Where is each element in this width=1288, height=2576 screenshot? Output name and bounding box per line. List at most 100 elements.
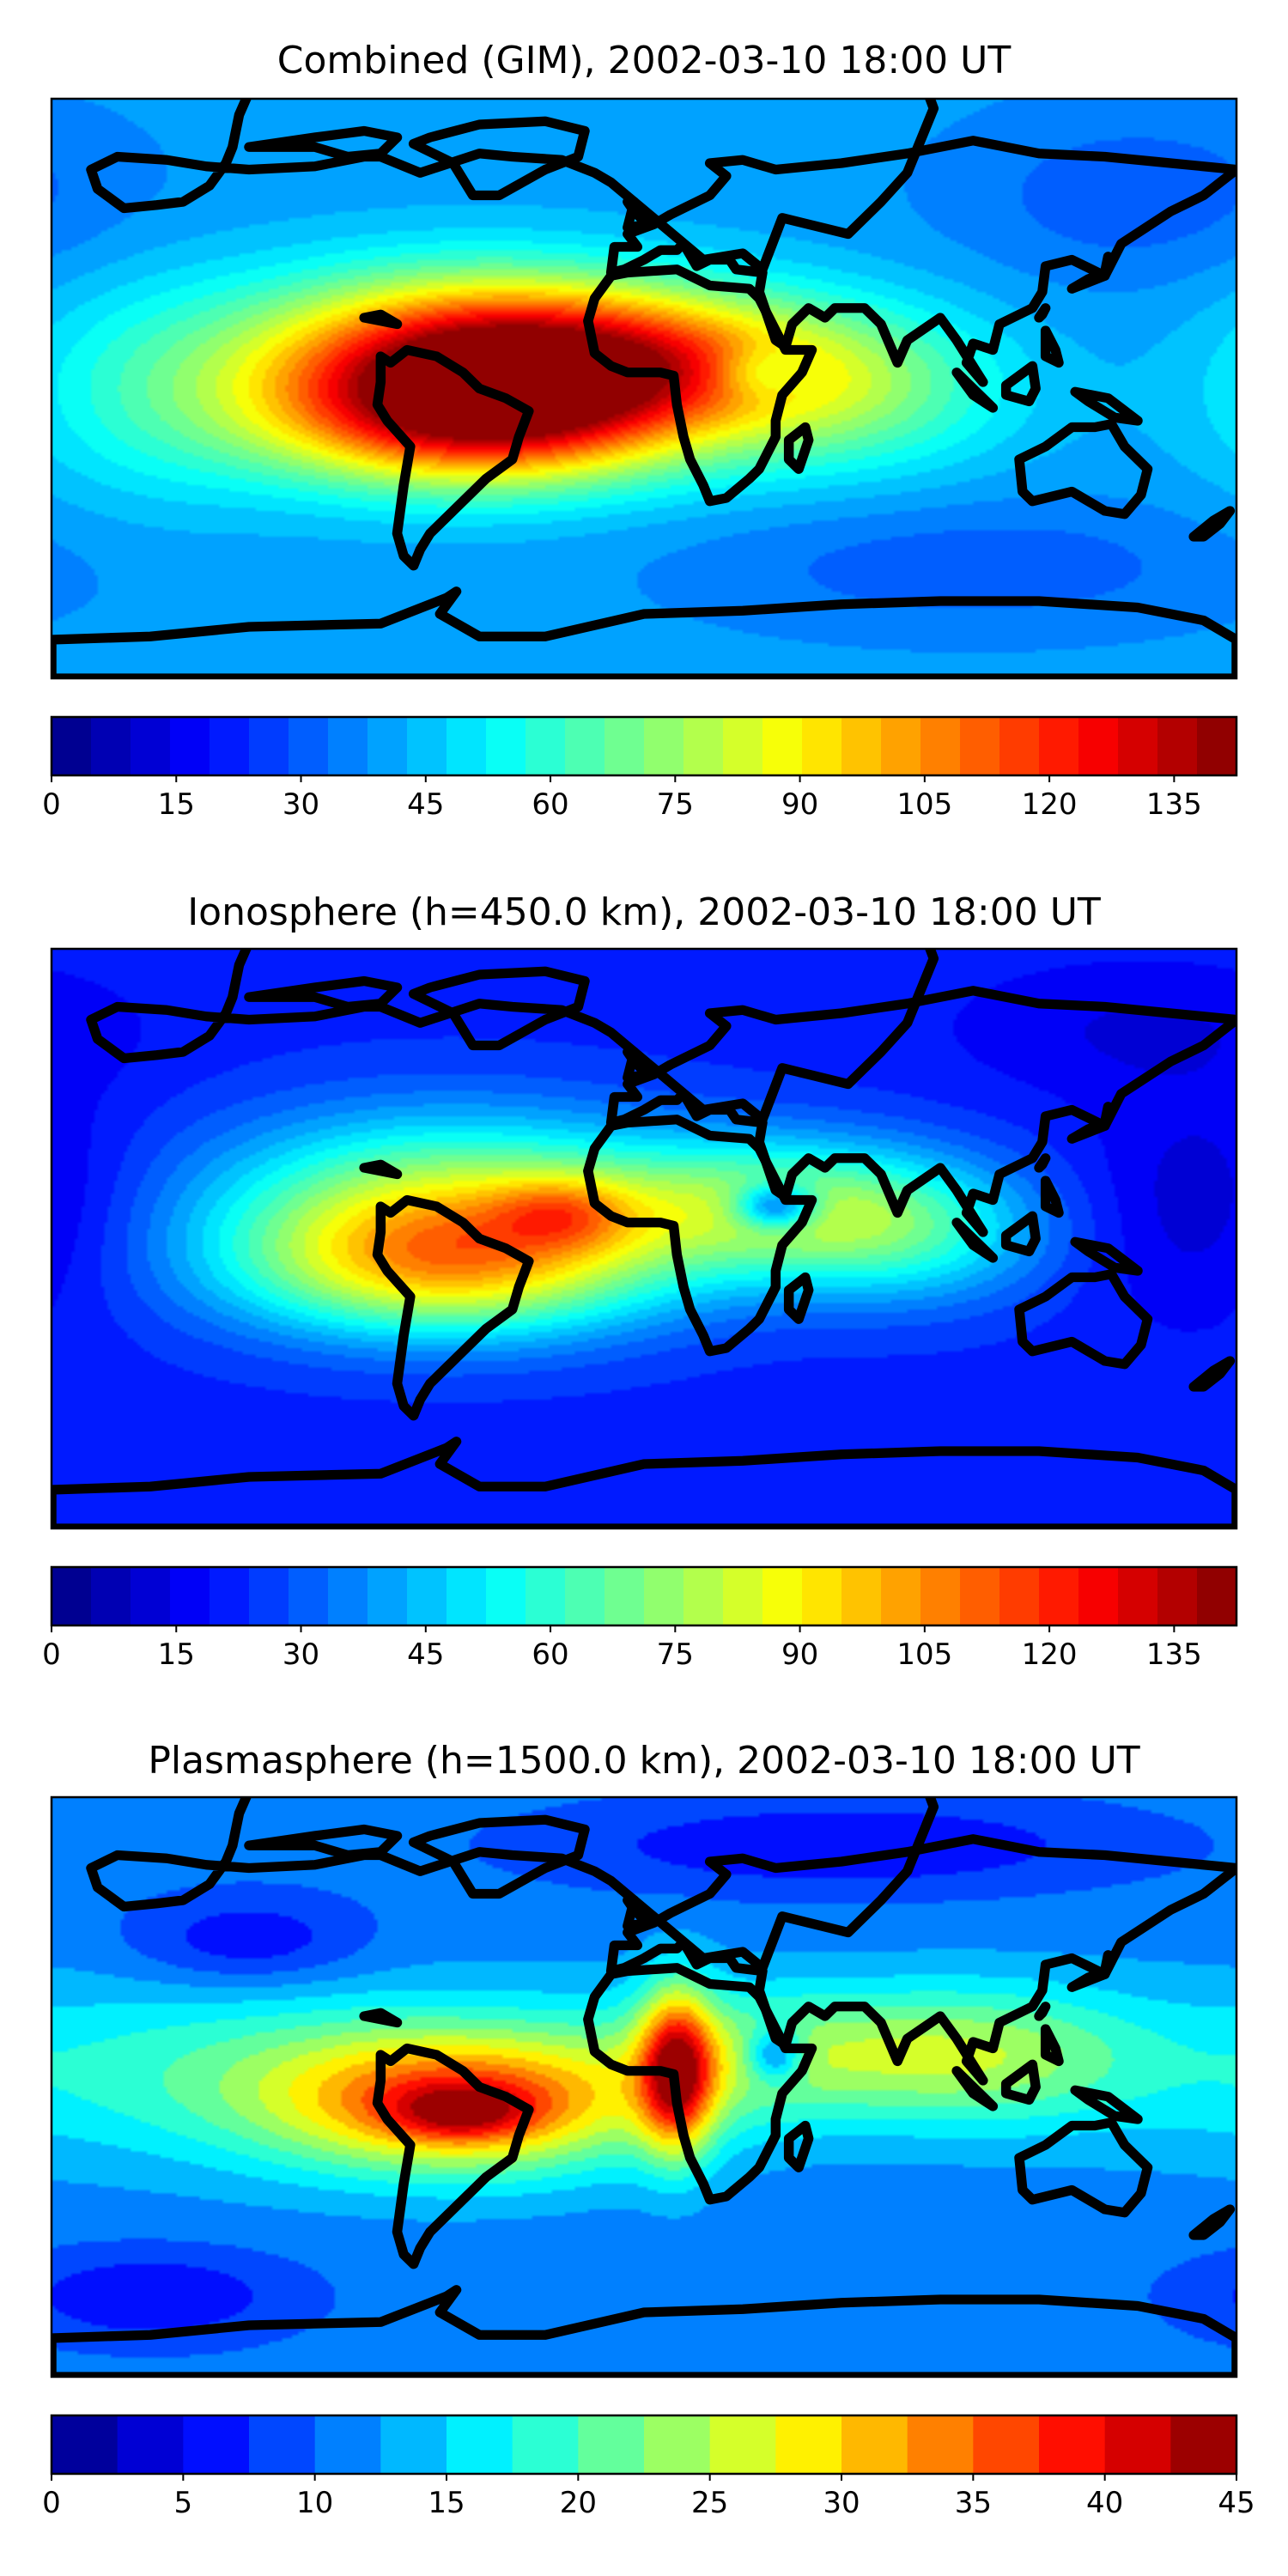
- colorbar-tick-label: 10: [296, 2486, 333, 2520]
- colorbar-cell: [407, 717, 447, 775]
- colorbar-cell: [802, 1567, 842, 1625]
- colorbar-cell: [1104, 2415, 1171, 2474]
- tec-heatmap: [52, 99, 1236, 678]
- colorbar-cell: [314, 2415, 381, 2474]
- colorbar-tick-label: 105: [896, 1637, 952, 1672]
- colorbar-cell: [907, 2415, 974, 2474]
- colorbar-cell: [368, 1567, 408, 1625]
- colorbar-cell: [512, 2415, 579, 2474]
- colorbar-cell: [486, 717, 526, 775]
- panel-combined: Combined (GIM), 2002-03-10 18:00 UT 0 15 3…: [42, 39, 1238, 822]
- colorbar-cell: [249, 2415, 316, 2474]
- colorbar-cell: [91, 1567, 131, 1625]
- colorbar-tick-label: 0: [42, 787, 61, 822]
- colorbar-cell: [1157, 717, 1198, 775]
- colorbar-tick-label: 15: [158, 1637, 195, 1672]
- colorbar-cell: [183, 2415, 250, 2474]
- map-ionosphere: [50, 947, 1238, 1530]
- colorbar-tick-label: 60: [532, 1637, 568, 1672]
- colorbar-cell: [526, 1567, 566, 1625]
- colorbar-tick-label: 60: [532, 787, 568, 822]
- colorbar-cell: [920, 1567, 961, 1625]
- colorbar-plasmasphere: 0 5 10 15 20 25 30 35 40 45: [42, 2414, 1255, 2520]
- panel-ionosphere: Ionosphere (h=450.0 km), 2002-03-10 18:0…: [42, 890, 1238, 1672]
- colorbar-cell: [1039, 717, 1079, 775]
- colorbar-cell: [1197, 717, 1237, 775]
- tec-heatmap: [52, 1797, 1236, 2377]
- colorbar-cell: [1170, 2415, 1237, 2474]
- colorbar-cell: [841, 1567, 882, 1625]
- colorbar-cell: [526, 717, 566, 775]
- colorbar-cell: [1118, 717, 1158, 775]
- colorbar-frame: [50, 1565, 1238, 1627]
- colorbar-cell: [762, 717, 803, 775]
- colorbar-cell: [723, 717, 763, 775]
- colorbar-cell: [683, 717, 724, 775]
- colorbar-cell: [881, 717, 921, 775]
- colorbar-tick-label: 75: [657, 787, 694, 822]
- colorbar-cell: [249, 717, 289, 775]
- tec-heatmap: [52, 949, 1236, 1528]
- colorbar-cell: [1118, 1567, 1158, 1625]
- colorbar-cell: [447, 1567, 487, 1625]
- colorbar-tick-label: 135: [1146, 1637, 1202, 1672]
- panel-title: Ionosphere (h=450.0 km), 2002-03-10 18:0…: [187, 890, 1101, 934]
- colorbar-cell: [1039, 2415, 1106, 2474]
- colorbar-cell: [723, 1567, 763, 1625]
- colorbar-cell: [289, 717, 329, 775]
- colorbar-cell: [960, 1567, 1000, 1625]
- colorbar-tick-label: 30: [823, 2486, 860, 2520]
- colorbar-cell: [775, 2415, 842, 2474]
- colorbar-tick-label: 0: [42, 1637, 61, 1672]
- colorbar-tick-label: 20: [560, 2486, 597, 2520]
- colorbar-cell: [447, 2415, 513, 2474]
- colorbar-tick-label: 30: [283, 787, 319, 822]
- map-combined: [50, 97, 1238, 680]
- colorbar-cell: [709, 2415, 776, 2474]
- colorbar-frame: [50, 715, 1238, 777]
- colorbar-cell: [170, 717, 210, 775]
- colorbar-cell: [999, 1567, 1040, 1625]
- colorbar-tick-label: 45: [407, 1637, 444, 1672]
- colorbar-cell: [131, 717, 171, 775]
- colorbar-cell: [170, 1567, 210, 1625]
- colorbar-cell: [380, 2415, 447, 2474]
- colorbar-tick-label: 45: [1218, 2486, 1255, 2520]
- colorbar-cell: [486, 1567, 526, 1625]
- colorbar-tick-label: 5: [174, 2486, 193, 2520]
- panel-title: Plasmasphere (h=1500.0 km), 2002-03-10 1…: [148, 1739, 1139, 1783]
- colorbar-cell: [565, 717, 605, 775]
- colorbar-cell: [289, 1567, 329, 1625]
- colorbar-cell: [1078, 1567, 1119, 1625]
- colorbar-cell: [881, 1567, 921, 1625]
- colorbar-cell: [999, 717, 1040, 775]
- colorbar-cell: [210, 717, 250, 775]
- colorbar-ionosphere: 0 15 30 45 60 75 90 105 120 135: [42, 1565, 1238, 1672]
- colorbar-tick-label: 90: [781, 787, 818, 822]
- colorbar-cell: [565, 1567, 605, 1625]
- colorbar-cell: [1157, 1567, 1198, 1625]
- colorbar-cell: [52, 1567, 92, 1625]
- colorbar-tick-label: 75: [657, 1637, 694, 1672]
- colorbar-tick-label: 35: [955, 2486, 992, 2520]
- colorbar-cell: [644, 2415, 711, 2474]
- colorbar-tick-label: 15: [158, 787, 195, 822]
- colorbar-cell: [841, 717, 882, 775]
- colorbar-tick-label: 15: [428, 2486, 465, 2520]
- colorbar-cell: [920, 717, 961, 775]
- colorbar-tick-label: 120: [1022, 787, 1078, 822]
- colorbar-tick-label: 135: [1146, 787, 1202, 822]
- colorbar-cell: [960, 717, 1000, 775]
- colorbar-cell: [368, 717, 408, 775]
- colorbar-cell: [644, 717, 684, 775]
- colorbar-tick-label: 30: [283, 1637, 319, 1672]
- colorbar-cell: [605, 717, 645, 775]
- colorbar-cell: [407, 1567, 447, 1625]
- colorbar-cell: [1197, 1567, 1237, 1625]
- colorbar-tick-label: 40: [1086, 2486, 1123, 2520]
- colorbar-cell: [210, 1567, 250, 1625]
- colorbar-cell: [1078, 717, 1119, 775]
- colorbar-tick-label: 120: [1022, 1637, 1078, 1672]
- colorbar-cell: [683, 1567, 724, 1625]
